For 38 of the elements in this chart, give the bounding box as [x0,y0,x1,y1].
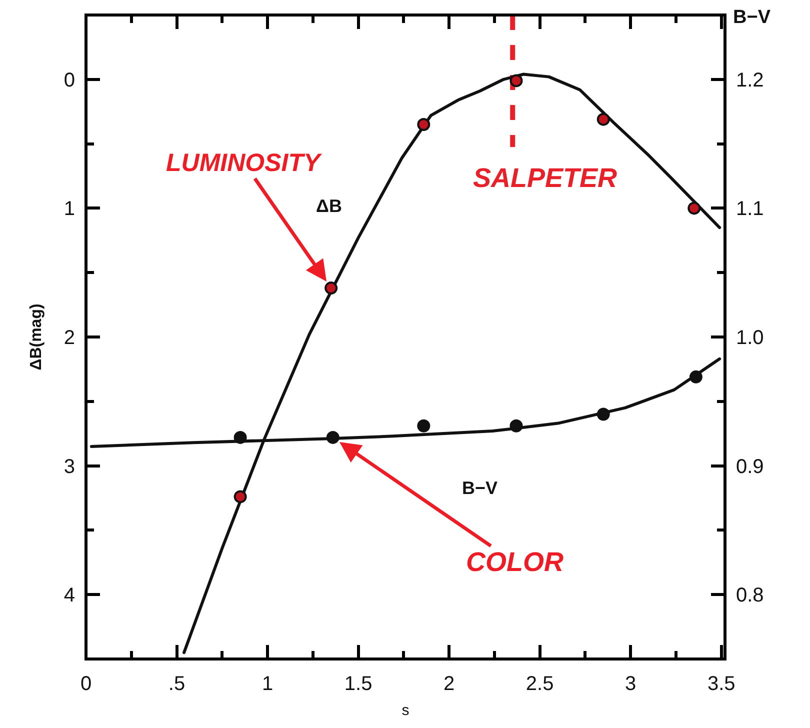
point [510,74,523,88]
y2-tick-label: 1.1 [736,198,764,220]
annotation: B−V [462,478,498,498]
x-tick-label: 1.5 [344,673,372,695]
annotation: ΔB [316,196,342,216]
annotation: LUMINOSITY [166,149,322,177]
x-tick-label: 1 [262,673,274,695]
y-tick-label: 2 [64,327,75,349]
ref-line-label: SALPETER [473,163,618,193]
point [234,490,247,504]
annotation: COLOR [466,547,564,577]
y-axis-title: ΔB(mag) [28,304,45,370]
y-tick-label: 1 [64,198,75,220]
point [689,370,702,384]
point [417,419,430,432]
point [326,430,340,444]
point [417,118,430,131]
x-tick-label: 2 [444,673,455,695]
x-tick-label: 3 [625,673,636,695]
point [596,408,610,421]
y2-tick-label: 1.2 [736,69,764,92]
y-tick-label: 4 [64,584,75,607]
y2-tick-label: 0.8 [736,584,764,607]
x-tick-label: 2.5 [526,673,554,695]
point [234,430,247,444]
y-tick-label: 0 [64,69,75,92]
y-tick-label: 3 [64,456,75,478]
x-axis-title: s [402,702,410,719]
y2-tick-label: 0.9 [736,456,764,478]
x-tick-label: .5 [168,673,186,695]
x-tick-label: 0 [80,673,92,695]
y2-tick-label: 1.0 [736,327,764,349]
y2-axis-title: B−V [733,7,771,28]
point [688,202,701,215]
point [596,112,610,126]
point [510,419,523,432]
point [324,282,338,295]
x-tick-label: 3.5 [707,673,736,695]
